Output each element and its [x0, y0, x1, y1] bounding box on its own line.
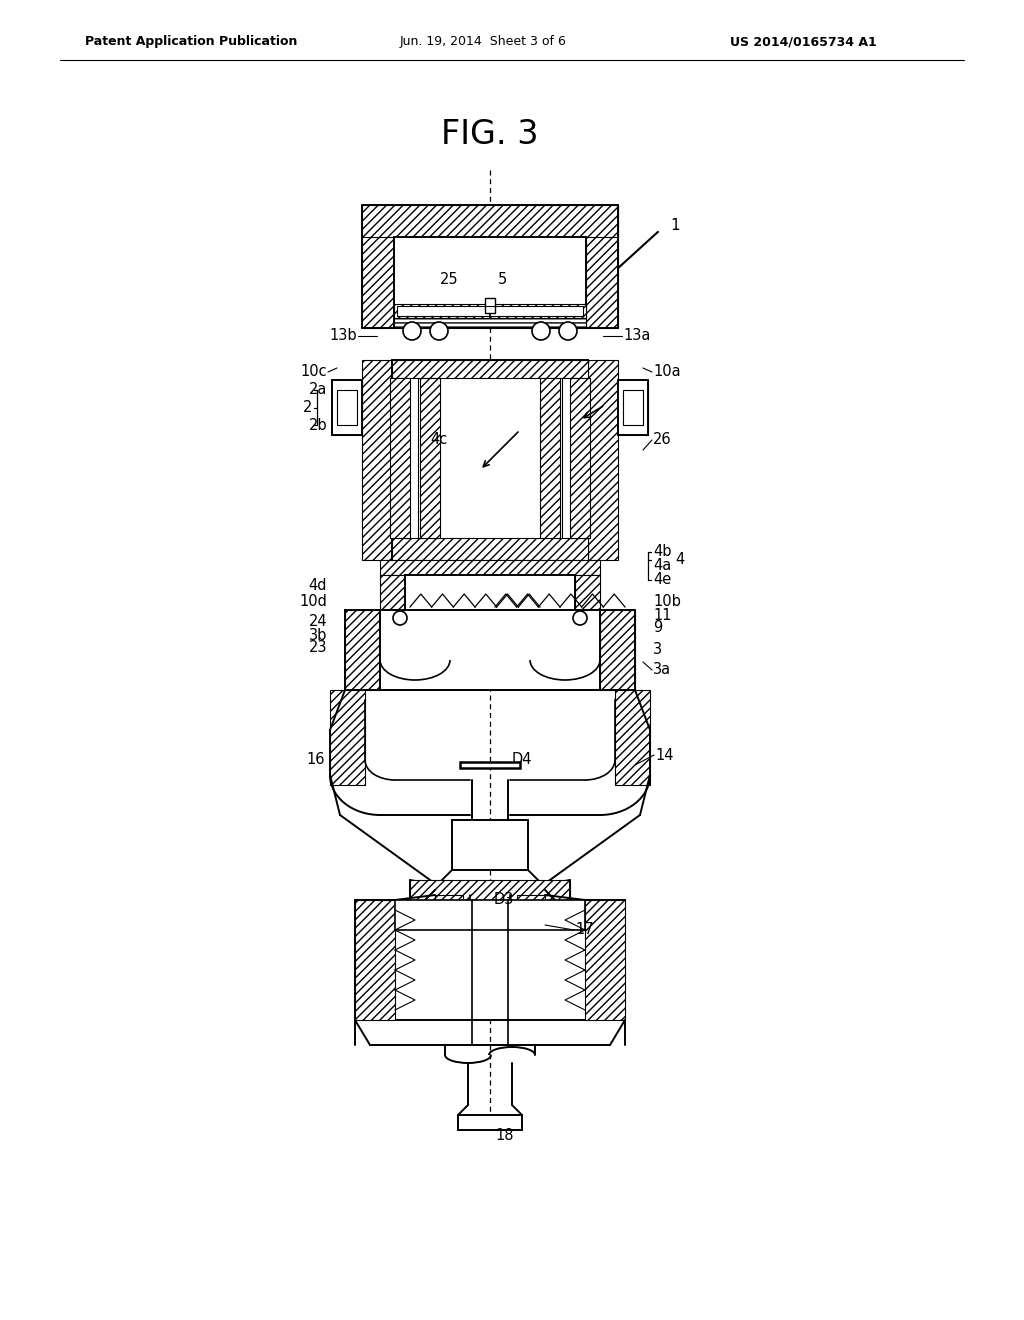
Text: 4: 4: [675, 553, 684, 568]
Text: 4e: 4e: [653, 573, 672, 587]
Bar: [406, 576, 575, 620]
Text: Patent Application Publication: Patent Application Publication: [85, 36, 297, 49]
Circle shape: [393, 611, 407, 624]
Bar: [380, 560, 600, 576]
Circle shape: [532, 322, 550, 341]
Bar: [332, 380, 362, 436]
Text: 16: 16: [306, 752, 325, 767]
Bar: [623, 389, 643, 425]
Bar: [380, 610, 600, 690]
Bar: [410, 880, 570, 915]
Bar: [460, 762, 520, 768]
Bar: [575, 576, 600, 620]
Text: 4a: 4a: [653, 558, 672, 573]
Bar: [355, 900, 395, 1020]
Text: D3: D3: [494, 892, 514, 908]
Bar: [435, 895, 545, 915]
Text: 10b: 10b: [653, 594, 681, 610]
Bar: [392, 360, 588, 378]
Text: 25: 25: [440, 272, 459, 288]
Bar: [330, 690, 365, 785]
Bar: [332, 380, 362, 436]
Bar: [586, 205, 618, 327]
Bar: [392, 539, 588, 560]
Text: 4d: 4d: [308, 578, 327, 593]
Bar: [588, 360, 618, 560]
Bar: [540, 378, 560, 539]
Bar: [485, 298, 495, 313]
Text: 13a: 13a: [623, 329, 650, 343]
Text: 10c: 10c: [300, 364, 327, 380]
Bar: [618, 380, 648, 436]
Text: 9: 9: [653, 620, 663, 635]
Text: 26: 26: [653, 433, 672, 447]
Bar: [395, 900, 585, 931]
Bar: [570, 378, 590, 539]
Bar: [380, 576, 406, 620]
Text: 13b: 13b: [330, 329, 357, 343]
Text: 10d: 10d: [299, 594, 327, 610]
Bar: [394, 304, 586, 318]
Text: 1: 1: [670, 218, 680, 232]
Text: 4b: 4b: [653, 544, 672, 560]
Text: US 2014/0165734 A1: US 2014/0165734 A1: [730, 36, 877, 49]
Text: 11: 11: [653, 607, 672, 623]
Bar: [390, 378, 410, 539]
Bar: [345, 610, 380, 690]
Bar: [458, 1115, 522, 1130]
Bar: [337, 389, 357, 425]
Text: 14: 14: [655, 747, 674, 763]
Bar: [394, 318, 586, 327]
Bar: [355, 900, 625, 1020]
Bar: [392, 360, 588, 560]
Text: 3a: 3a: [653, 663, 671, 677]
Bar: [435, 895, 463, 915]
Text: 2: 2: [303, 400, 312, 416]
Bar: [452, 820, 528, 870]
Bar: [600, 610, 635, 690]
Bar: [420, 378, 440, 539]
Text: 3: 3: [653, 643, 663, 657]
Bar: [362, 205, 394, 327]
Text: 4c: 4c: [430, 433, 447, 447]
Text: 2a: 2a: [308, 383, 327, 397]
Bar: [585, 900, 625, 1020]
Text: 2b: 2b: [308, 417, 327, 433]
Circle shape: [559, 322, 577, 341]
Bar: [394, 238, 586, 327]
Circle shape: [403, 322, 421, 341]
Bar: [362, 205, 618, 238]
Text: 23: 23: [308, 640, 327, 656]
Text: 24: 24: [308, 615, 327, 630]
Bar: [615, 690, 650, 785]
Bar: [618, 380, 648, 436]
Text: 17: 17: [575, 923, 594, 937]
Bar: [397, 306, 583, 315]
Text: 5: 5: [498, 272, 507, 288]
Circle shape: [573, 611, 587, 624]
Text: 3b: 3b: [308, 627, 327, 643]
Text: D4: D4: [512, 752, 532, 767]
Text: 18: 18: [495, 1127, 513, 1143]
Text: 10a: 10a: [653, 364, 681, 380]
Circle shape: [430, 322, 449, 341]
Bar: [362, 360, 392, 560]
Bar: [517, 895, 545, 915]
Text: Jun. 19, 2014  Sheet 3 of 6: Jun. 19, 2014 Sheet 3 of 6: [400, 36, 567, 49]
Text: FIG. 3: FIG. 3: [441, 119, 539, 152]
